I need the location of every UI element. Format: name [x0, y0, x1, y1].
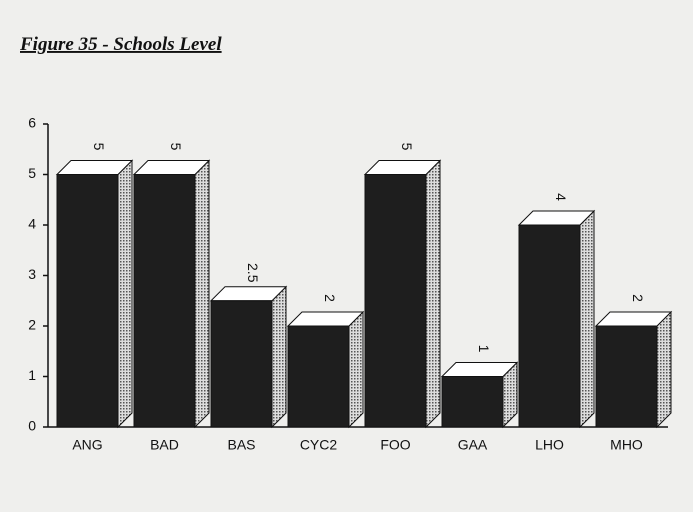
bar-front [441, 376, 504, 428]
bar-top [517, 210, 596, 226]
data-label: 4 [553, 193, 569, 201]
bar-side [271, 285, 287, 429]
bar-front [595, 325, 658, 428]
bar [55, 159, 134, 429]
bar-side [194, 159, 210, 429]
bar-top [132, 160, 211, 175]
data-label: 2.5 [245, 263, 261, 283]
data-label: 2 [630, 294, 646, 302]
bar [594, 310, 673, 429]
bar-front [133, 174, 196, 428]
y-tick-label: 5 [28, 165, 36, 181]
x-tick-label: MHO [610, 437, 643, 453]
x-tick-label: ANG [72, 437, 102, 453]
bar-top [594, 311, 673, 327]
bar-top [209, 286, 288, 302]
bar-top [363, 160, 442, 175]
bar [517, 209, 596, 429]
bar-top [286, 311, 365, 327]
y-tick-label: 0 [28, 418, 36, 434]
bar-top [55, 160, 134, 175]
bar-side [579, 209, 595, 429]
x-tick-label: GAA [458, 437, 488, 453]
x-tick-label: LHO [535, 437, 564, 453]
data-label: 5 [168, 143, 184, 151]
y-tick-label: 3 [28, 266, 36, 282]
bar-front [518, 224, 581, 428]
y-tick-label: 4 [28, 216, 36, 232]
data-label: 5 [91, 143, 107, 151]
y-tick-label: 1 [28, 367, 36, 383]
bar-side [656, 310, 672, 429]
bar-front [56, 174, 119, 428]
bar [286, 310, 365, 429]
bar-top [440, 362, 519, 377]
x-tick-label: BAD [150, 437, 179, 453]
bar-side [348, 310, 364, 429]
y-tick-label: 6 [28, 115, 36, 131]
x-tick-label: CYC2 [300, 437, 338, 453]
y-tick-label: 2 [28, 317, 36, 333]
bar [440, 361, 519, 429]
data-label: 1 [476, 345, 492, 353]
bar-side [425, 159, 441, 429]
x-tick-label: BAS [227, 437, 255, 453]
bar [209, 285, 288, 429]
bar-front [210, 300, 273, 428]
bar-front [364, 174, 427, 428]
data-label: 2 [322, 294, 338, 302]
bar [363, 159, 442, 429]
bar-front [287, 325, 350, 428]
bar-side [117, 159, 133, 429]
data-label: 5 [399, 143, 415, 151]
x-tick-label: FOO [380, 437, 410, 453]
chart-title: Figure 35 - Schools Level [19, 34, 222, 55]
bar [132, 159, 211, 429]
